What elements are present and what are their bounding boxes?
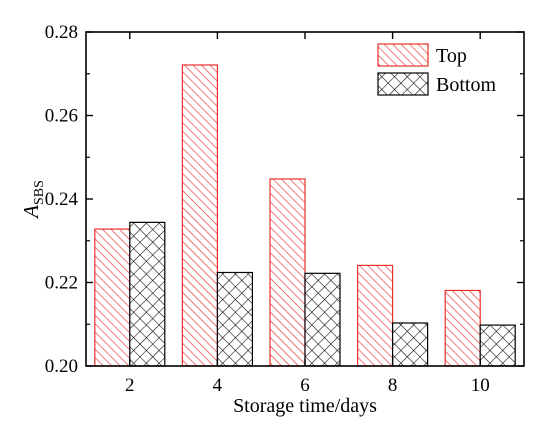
- legend-swatch-bottom: [377, 72, 429, 96]
- legend-swatch-top: [377, 43, 429, 67]
- legend-label-top: Top: [436, 45, 467, 67]
- bar-top-6: [269, 178, 306, 367]
- bars-layer: [94, 64, 516, 367]
- bar-bottom-10: [479, 324, 516, 367]
- y-axis-label-subscript: SBS: [32, 180, 47, 205]
- x-tick-label: 2: [125, 375, 135, 396]
- bar-top-2: [94, 228, 131, 367]
- bar-bottom-4: [216, 271, 253, 367]
- bar-top-10: [444, 289, 481, 367]
- x-axis: 2 4 6 8 10: [125, 32, 490, 396]
- y-tick-label: 0.26: [45, 106, 78, 127]
- x-tick-label: 8: [388, 375, 398, 396]
- y-tick-label: 0.22: [45, 273, 78, 294]
- y-axis-label: ASBS: [19, 180, 47, 220]
- x-tick-label: 6: [300, 375, 310, 396]
- bar-bottom-2: [129, 221, 166, 367]
- x-tick-label: 4: [213, 375, 223, 396]
- y-axis: 0.20 0.22 0.24 0.26 0.28: [45, 22, 524, 377]
- bar-bottom-6: [304, 272, 341, 367]
- legend: Top Bottom: [377, 43, 496, 96]
- y-tick-label: 0.24: [45, 189, 79, 210]
- y-tick-label: 0.20: [45, 356, 78, 377]
- x-tick-label: 10: [471, 375, 490, 396]
- x-axis-label: Storage time/days: [233, 395, 377, 417]
- y-axis-label-main: A: [19, 205, 43, 220]
- bar-bottom-8: [392, 322, 429, 367]
- legend-label-bottom: Bottom: [436, 74, 496, 96]
- y-tick-label: 0.28: [45, 22, 78, 43]
- bar-top-4: [181, 64, 218, 367]
- bar-top-8: [357, 264, 394, 367]
